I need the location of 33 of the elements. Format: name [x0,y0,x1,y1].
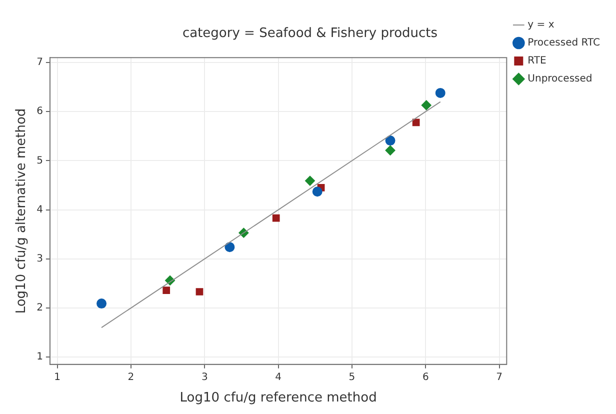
x-tick-label: 4 [275,372,282,383]
point [435,88,446,98]
x-tick-label: 6 [422,372,429,383]
x-axis-title: Log10 cfu/g reference method [180,390,377,406]
point [412,118,420,126]
x-tick-label: 7 [496,372,502,383]
y-tick-label: 1 [36,352,43,363]
y-tick-label: 3 [36,253,43,264]
x-tick-label: 5 [348,372,356,383]
y-axis-title: Log10 cfu/g alternative method [14,108,30,314]
legend-label: y = x [528,20,554,31]
point [385,145,396,156]
point [224,242,235,252]
y-tick-label: 2 [36,302,43,314]
point [421,100,432,110]
point [272,214,280,222]
x-tick-label: 3 [201,372,208,383]
x-tick-label: 1 [54,372,61,383]
point [385,136,396,146]
y-tick-label: 6 [36,106,43,118]
y-tick-label: 5 [36,155,43,166]
point [162,286,170,294]
legend-label: Processed RTC [528,38,600,49]
y-tick-label: 7 [36,57,43,68]
legend-label: Unprocessed [528,74,592,85]
point [196,288,204,296]
point [304,176,315,186]
chart-title: category = Seafood & Fishery products [182,26,438,42]
point [312,186,322,197]
point [96,298,107,309]
y-tick-label: 4 [36,204,43,216]
legend-label: RTE [528,56,546,67]
x-tick-label: 2 [128,372,134,383]
